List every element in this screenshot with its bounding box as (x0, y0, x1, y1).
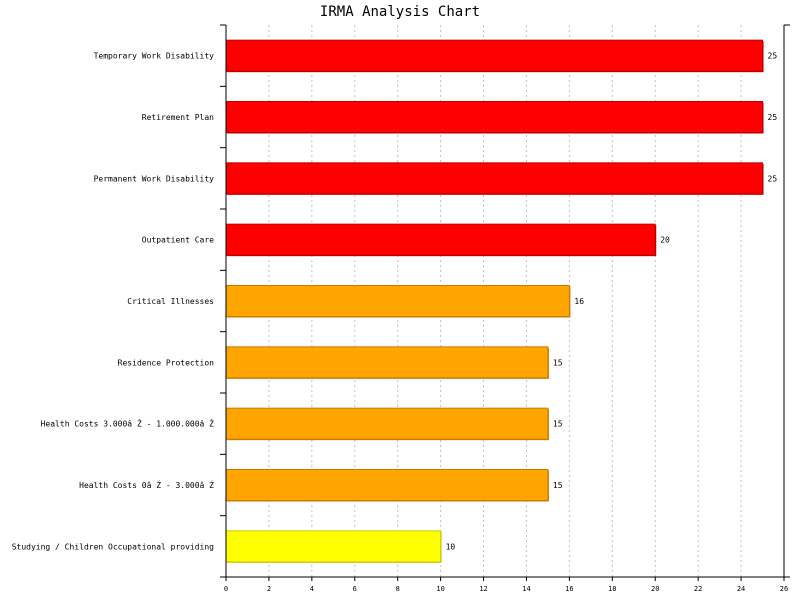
data-label: 15 (553, 481, 563, 490)
category-label: Health Costs 3.000â Ź - 1.000.000â Ź (41, 418, 215, 429)
bar (225, 223, 656, 256)
x-tick-label: 4 (310, 585, 314, 593)
x-tick-label: 10 (436, 585, 444, 593)
category-label: Permanent Work Disability (94, 174, 215, 183)
x-tick-label: 0 (224, 585, 228, 593)
x-tick-label: 18 (608, 585, 616, 593)
x-tick-label: 12 (479, 585, 487, 593)
category-label: Residence Protection (118, 358, 215, 367)
data-label: 15 (553, 420, 563, 429)
data-label: 15 (553, 358, 563, 367)
data-label: 20 (660, 236, 670, 245)
data-label: 25 (768, 174, 778, 183)
x-tick-label: 24 (737, 585, 745, 593)
x-tick-label: 2 (267, 585, 271, 593)
bar (225, 101, 764, 133)
data-label: 25 (768, 52, 778, 61)
chart-title: IRMA Analysis Chart (319, 4, 481, 20)
bar (225, 346, 549, 379)
category-label: Studying / Children Occupational providi… (12, 542, 214, 551)
bar (225, 530, 442, 563)
category-label: Retirement Plan (142, 113, 214, 122)
x-tick-label: 22 (694, 585, 702, 593)
category-label: Critical Illnesses (127, 297, 214, 306)
x-tick-label: 8 (396, 585, 400, 593)
bar (225, 162, 764, 195)
data-label: 10 (446, 542, 456, 551)
data-label: 25 (768, 113, 778, 122)
bar (225, 469, 549, 501)
data-label: 16 (574, 297, 584, 306)
bar (225, 285, 570, 317)
bar (225, 39, 764, 72)
bar (225, 407, 549, 440)
category-label: Health Costs 0â Ź - 3.000â Ź (79, 479, 214, 490)
x-tick-label: 26 (780, 585, 788, 593)
x-tick-label: 6 (353, 585, 357, 593)
x-tick-label: 16 (565, 585, 573, 593)
category-label: Temporary Work Disability (94, 52, 215, 61)
x-tick-label: 14 (522, 585, 530, 593)
category-label: Outpatient Care (142, 236, 214, 245)
x-tick-label: 20 (651, 585, 659, 593)
